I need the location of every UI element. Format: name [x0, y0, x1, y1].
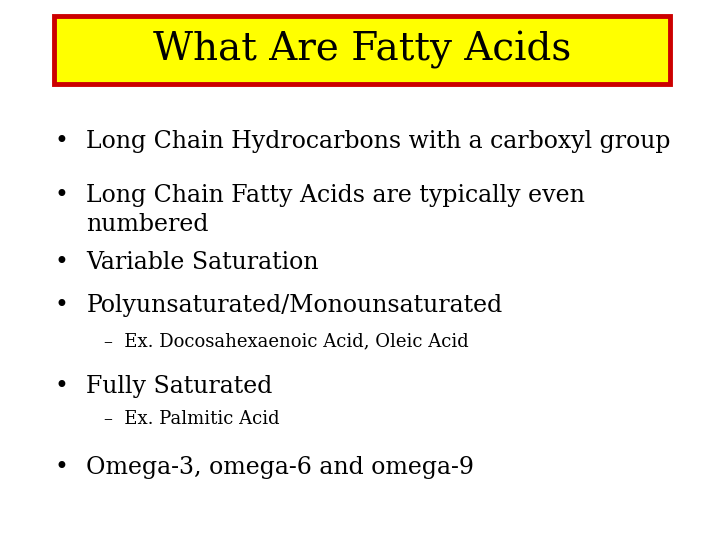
Text: •: •: [54, 251, 68, 274]
Text: •: •: [54, 375, 68, 399]
Text: Fully Saturated: Fully Saturated: [86, 375, 273, 399]
Text: –  Ex. Palmitic Acid: – Ex. Palmitic Acid: [104, 410, 280, 428]
FancyBboxPatch shape: [54, 16, 670, 84]
Text: What Are Fatty Acids: What Are Fatty Acids: [153, 31, 571, 69]
Text: Polyunsaturated/Monounsaturated: Polyunsaturated/Monounsaturated: [86, 294, 503, 318]
Text: •: •: [54, 184, 68, 207]
Text: Variable Saturation: Variable Saturation: [86, 251, 319, 274]
Text: Long Chain Fatty Acids are typically even
numbered: Long Chain Fatty Acids are typically eve…: [86, 184, 585, 236]
Text: –  Ex. Docosahexaenoic Acid, Oleic Acid: – Ex. Docosahexaenoic Acid, Oleic Acid: [104, 332, 469, 350]
Text: Long Chain Hydrocarbons with a carboxyl group: Long Chain Hydrocarbons with a carboxyl …: [86, 130, 671, 153]
Text: •: •: [54, 130, 68, 153]
Text: Omega-3, omega-6 and omega-9: Omega-3, omega-6 and omega-9: [86, 456, 474, 480]
Text: •: •: [54, 294, 68, 318]
Text: •: •: [54, 456, 68, 480]
